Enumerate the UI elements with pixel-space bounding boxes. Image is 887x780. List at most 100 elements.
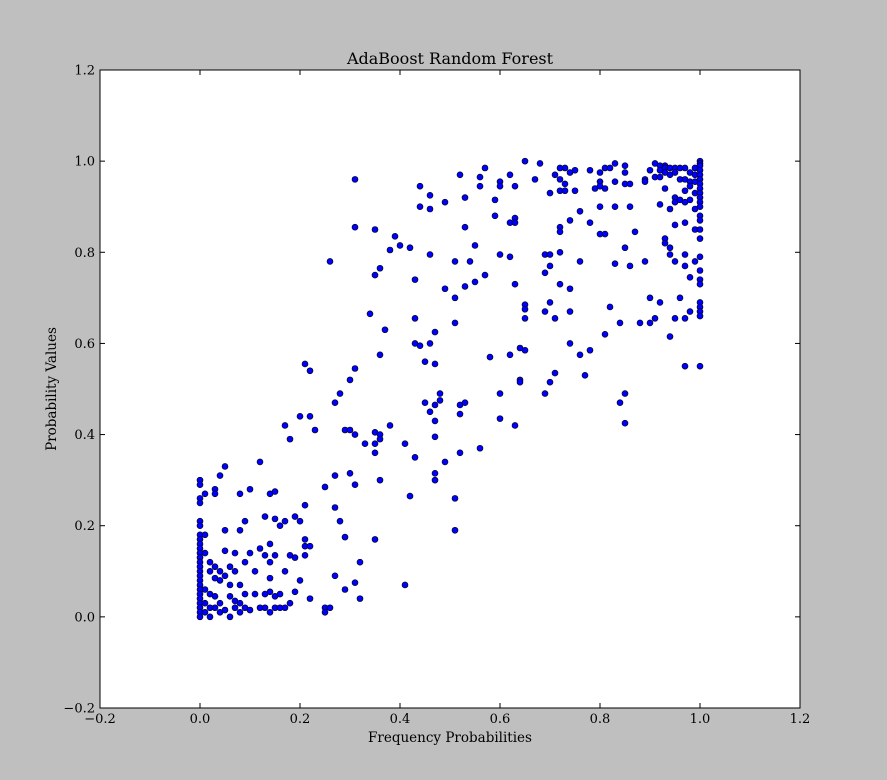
scatter-point <box>431 360 439 368</box>
scatter-point <box>661 185 669 192</box>
scatter-point <box>386 422 394 429</box>
scatter-point <box>401 581 409 589</box>
scatter-point <box>456 171 464 179</box>
scatter-point <box>626 180 634 188</box>
scatter-point <box>496 251 504 258</box>
scatter-point <box>621 169 629 176</box>
scatter-point <box>696 235 704 242</box>
scatter-point <box>206 558 214 566</box>
y-tick-label: 0.6 <box>74 337 95 352</box>
scatter-point <box>271 515 279 523</box>
scatter-point <box>686 308 694 315</box>
scatter-point <box>351 579 359 586</box>
scatter-point <box>656 201 664 208</box>
scatter-point <box>276 522 284 530</box>
scatter-point <box>306 367 314 375</box>
scatter-point <box>456 449 464 457</box>
scatter-point <box>541 269 549 277</box>
scatter-point <box>466 258 474 265</box>
plot-area <box>100 70 800 708</box>
scatter-point <box>566 217 574 224</box>
scatter-point <box>416 342 424 350</box>
scatter-point <box>341 586 349 593</box>
scatter-point <box>426 408 434 416</box>
scatter-point <box>411 315 419 322</box>
scatter-point <box>581 372 589 379</box>
scatter-point <box>376 435 384 443</box>
scatter-point <box>221 463 229 470</box>
scatter-point <box>331 504 339 511</box>
scatter-point <box>611 203 619 211</box>
scatter-point <box>681 362 689 370</box>
data-points <box>196 157 704 621</box>
scatter-point <box>556 176 564 183</box>
scatter-point <box>611 260 619 267</box>
scatter-point <box>226 593 234 600</box>
scatter-point <box>311 426 319 434</box>
scatter-point <box>196 522 204 530</box>
scatter-point <box>696 226 704 233</box>
scatter-point <box>456 410 464 418</box>
scatter-point <box>201 586 209 593</box>
scatter-point <box>696 203 704 211</box>
scatter-point <box>636 319 644 327</box>
scatter-point <box>566 340 574 347</box>
scatter-point <box>371 449 379 457</box>
scatter-point <box>696 267 704 274</box>
scatter-point <box>346 470 354 477</box>
scatter-point <box>226 581 234 589</box>
chart-title: AdaBoost Random Forest <box>346 49 554 68</box>
scatter-point <box>671 315 679 322</box>
scatter-point <box>236 526 244 534</box>
scatter-point <box>286 599 294 607</box>
scatter-point <box>561 164 569 172</box>
scatter-point <box>201 599 209 607</box>
scatter-point <box>431 470 439 477</box>
scatter-point <box>601 331 609 338</box>
scatter-point <box>536 160 544 167</box>
scatter-point <box>246 606 254 614</box>
scatter-point <box>286 435 294 443</box>
scatter-point <box>421 358 429 365</box>
scatter-point <box>241 590 249 598</box>
scatter-point <box>416 203 424 211</box>
x-tick-label: 0.6 <box>490 712 511 727</box>
scatter-point <box>576 351 584 359</box>
scatter-point <box>621 419 629 427</box>
scatter-point <box>646 294 654 302</box>
scatter-point <box>461 223 469 231</box>
scatter-point <box>541 390 549 397</box>
scatter-point <box>426 205 434 213</box>
scatter-point <box>306 542 314 550</box>
scatter-point <box>566 285 574 293</box>
scatter-point <box>201 549 209 557</box>
x-tick-label: 0.0 <box>190 712 211 727</box>
scatter-point <box>616 399 624 406</box>
scatter-point <box>351 481 359 489</box>
scatter-point <box>541 308 549 315</box>
scatter-point <box>576 258 584 265</box>
scatter-point <box>221 547 229 555</box>
scatter-point <box>546 299 554 306</box>
scatter-point <box>586 166 594 174</box>
scatter-point <box>661 239 669 247</box>
scatter-point <box>631 228 639 236</box>
scatter-point <box>211 604 219 612</box>
y-axis-label: Probability Values <box>44 327 60 451</box>
scatter-point <box>326 604 334 612</box>
scatter-point <box>376 476 384 484</box>
scatter-point <box>301 536 309 543</box>
scatter-point <box>476 173 484 181</box>
scatter-point <box>596 169 604 176</box>
scatter-point <box>681 187 689 195</box>
scatter-point <box>351 365 359 372</box>
scatter-point <box>351 176 359 183</box>
scatter-point <box>271 552 279 559</box>
scatter-point <box>451 495 459 502</box>
scatter-point <box>681 164 689 172</box>
scatter-point <box>521 315 529 322</box>
scatter-point <box>296 413 304 420</box>
scatter-point <box>571 187 579 195</box>
scatter-point <box>276 590 284 598</box>
scatter-point <box>401 440 409 447</box>
